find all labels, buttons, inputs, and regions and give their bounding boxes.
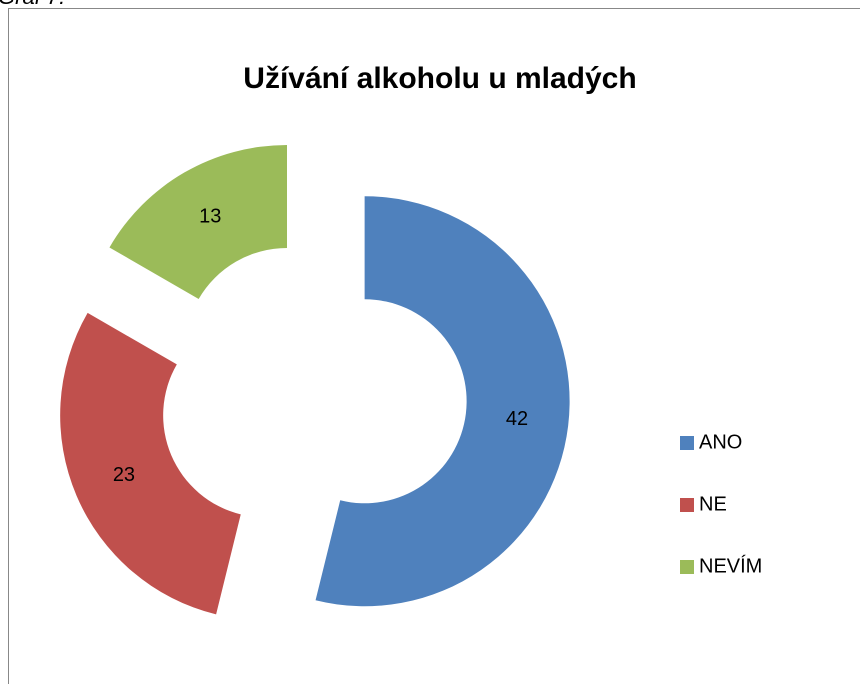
caption: Graf 7:: [0, 0, 65, 9]
data-label: 42: [506, 408, 528, 430]
legend-label: NEVÍM: [699, 554, 762, 577]
legend-label: ANO: [699, 431, 742, 453]
chart-title: Užívání alkoholu u mladých: [243, 62, 636, 95]
data-label: 13: [199, 205, 221, 227]
legend-swatch: [680, 560, 694, 574]
legend-swatch: [680, 498, 694, 512]
donut-segment: [60, 312, 241, 615]
data-label: 23: [113, 464, 135, 486]
donut-segment: [315, 196, 570, 607]
donut-segment: [109, 144, 288, 299]
legend-swatch: [680, 436, 694, 450]
legend-label: NE: [699, 493, 727, 515]
